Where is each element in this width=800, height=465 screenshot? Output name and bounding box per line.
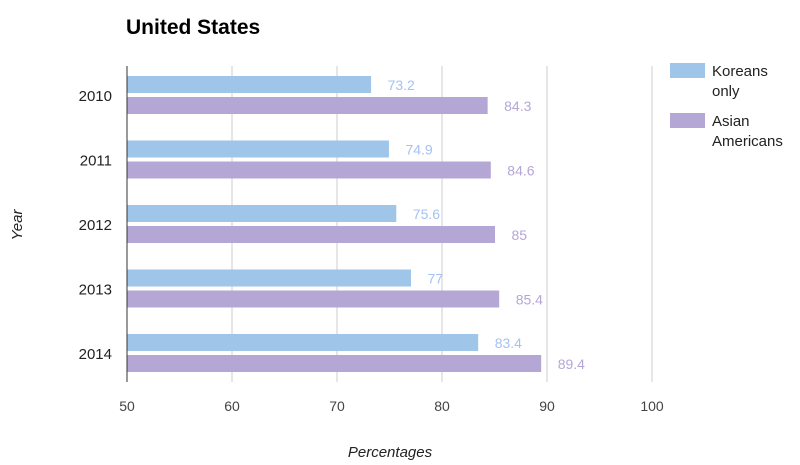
legend-swatch [670,63,705,78]
bar-2011-asian-americans [127,161,491,179]
bar-2014-asian-americans [127,355,542,372]
category-label-2010: 2010 [79,88,112,105]
bar-2010-asian-americans [127,97,488,114]
data-label: 84.3 [504,98,531,114]
x-tick-label: 100 [640,398,664,414]
x-tick-labels: 50 60 70 80 90 100 [119,398,664,414]
gridlines [126,66,653,382]
x-axis-title: Percentages [348,444,433,461]
x-tick-label: 50 [119,398,135,414]
category-label-2011: 2011 [80,153,112,170]
legend: Koreans only Asian Americans [670,63,783,150]
data-label: 89.4 [558,356,585,372]
category-label-2014: 2014 [79,346,112,363]
bar-2010-koreans [127,76,372,93]
data-labels: 73.2 84.3 74.9 84.6 75.6 85 77 85.4 83.4 89.4 [388,77,586,372]
legend-label: Americans [712,133,783,150]
data-label: 77 [428,271,444,287]
legend-label: only [712,83,740,100]
data-label: 84.6 [507,163,534,179]
bar-2013-asian-americans [127,290,500,308]
bar-2011-koreans [127,140,389,158]
x-tick-label: 80 [434,398,450,414]
category-labels: 2010 2011 2012 2013 2014 [79,88,112,363]
y-axis-title: Year [9,209,26,241]
x-tick-label: 70 [329,398,345,414]
legend-swatch [670,113,705,128]
category-label-2013: 2013 [79,282,112,299]
legend-label: Asian [712,113,750,130]
legend-label: Koreans [712,63,768,80]
bar-2012-asian-americans [127,226,495,243]
chart-title: United States [126,16,260,39]
bars [127,76,542,372]
x-tick-label: 60 [224,398,240,414]
bar-2014-koreans [127,334,479,351]
bar-2013-koreans [127,269,411,287]
data-label: 85 [512,227,528,243]
category-label-2012: 2012 [79,217,112,234]
data-label: 73.2 [388,77,415,93]
bar-2012-koreans [127,205,397,222]
data-label: 85.4 [516,292,543,308]
data-label: 74.9 [405,142,432,158]
x-tick-label: 90 [539,398,555,414]
data-label: 83.4 [495,335,522,351]
data-label: 75.6 [413,206,440,222]
